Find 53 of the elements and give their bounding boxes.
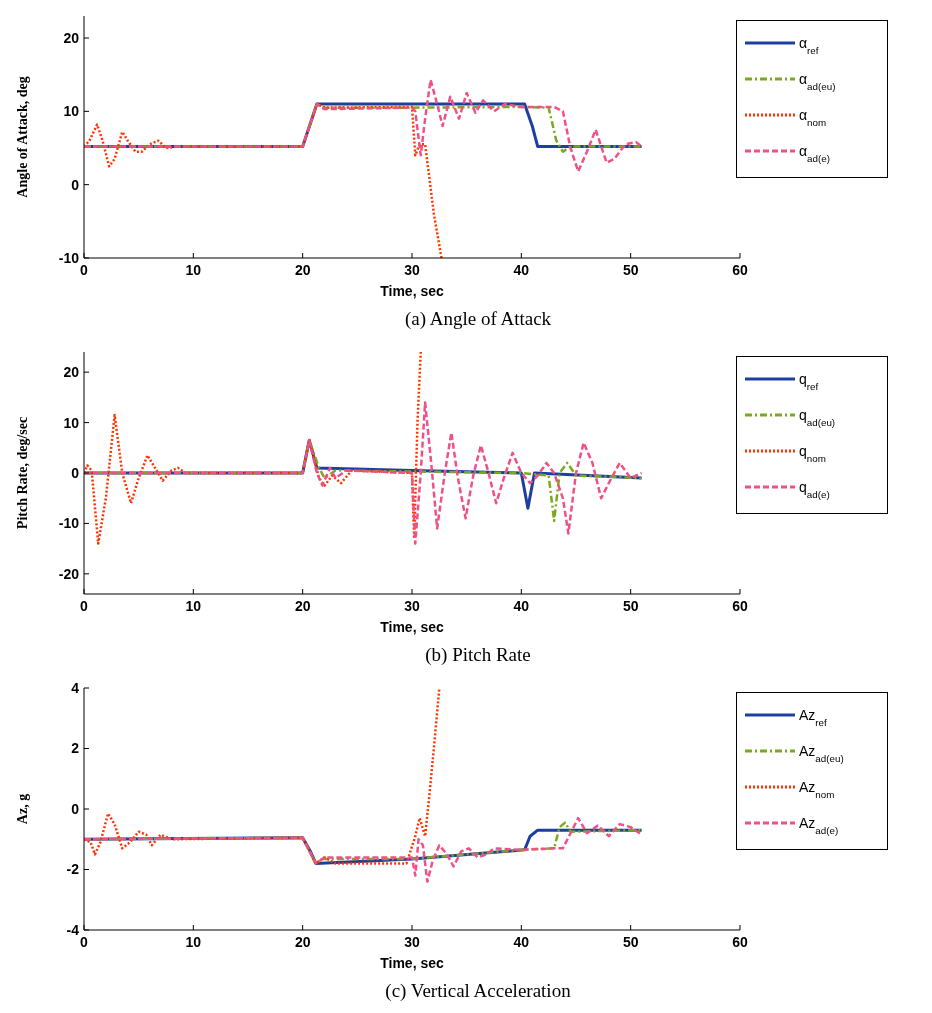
legend-label: α$_{nom}$ — [799, 107, 827, 128]
legend-label: α$_{ad(eu)}$ — [799, 71, 836, 92]
y-axis-title: Angle of Attack, deg — [14, 76, 30, 198]
y-tick-label: -2 — [66, 861, 80, 878]
x-tick-label: 50 — [622, 261, 639, 278]
y-tick-label: 4 — [71, 679, 80, 696]
x-tick-label: 60 — [732, 597, 748, 614]
y-tick-label: 0 — [71, 800, 80, 817]
x-tick-label: 20 — [294, 261, 311, 278]
y-tick-label: 2 — [71, 740, 80, 757]
y-tick-label: -20 — [58, 565, 80, 582]
legend-label: α$_{ref}$ — [799, 35, 819, 56]
legend-label: q$_{ad(eu)}$ — [799, 407, 836, 428]
legend-label: q$_{nom}$ — [799, 443, 826, 464]
x-tick-label: 30 — [404, 933, 420, 950]
x-tick-label: 50 — [622, 597, 639, 614]
legend-label: q$_{ref}$ — [799, 371, 819, 392]
legend-label: q$_{ad(e)}$ — [799, 479, 830, 500]
x-tick-label: 40 — [513, 261, 530, 278]
text: (c) Vertical Acceleration — [384, 980, 572, 1002]
legend-label: α$_{ad(e)}$ — [799, 143, 830, 164]
x-tick-label: 60 — [732, 261, 748, 278]
x-axis-title: Time, sec — [380, 619, 444, 635]
y-tick-label: 0 — [71, 464, 80, 481]
y-tick-label: 20 — [63, 29, 80, 46]
y-tick-label: 10 — [63, 414, 80, 431]
x-tick-label: 60 — [732, 933, 748, 950]
text: (a) Angle of Attack — [403, 308, 553, 330]
x-tick-label: 40 — [513, 933, 530, 950]
y-axis-title: Pitch Rate, deg/sec — [14, 416, 30, 530]
x-tick-label: 30 — [404, 597, 420, 614]
y-tick-label: 10 — [63, 103, 80, 120]
legend-label: Az$_{ad(e)}$ — [799, 815, 839, 836]
x-tick-label: 20 — [294, 933, 311, 950]
text: (b) Pitch Rate — [424, 644, 532, 666]
y-tick-label: -4 — [66, 921, 80, 938]
x-tick-label: 10 — [185, 933, 202, 950]
y-tick-label: 20 — [63, 364, 80, 381]
x-tick-label: 10 — [185, 597, 202, 614]
x-tick-label: 50 — [622, 933, 639, 950]
y-axis-title: Az, g — [14, 793, 30, 825]
x-axis-title: Time, sec — [380, 283, 444, 299]
legend-label: Az$_{ref}$ — [799, 707, 828, 728]
x-axis-title: Time, sec — [380, 955, 444, 971]
legend-label: Az$_{ad(eu)}$ — [799, 743, 844, 764]
legend-label: Az$_{nom}$ — [799, 779, 835, 800]
x-tick-label: 40 — [513, 597, 530, 614]
x-tick-label: 30 — [404, 261, 420, 278]
y-tick-label: -10 — [58, 515, 80, 532]
y-tick-label: -10 — [58, 249, 80, 266]
x-tick-label: 10 — [185, 261, 202, 278]
x-tick-label: 20 — [294, 597, 311, 614]
y-tick-label: 0 — [71, 176, 80, 193]
